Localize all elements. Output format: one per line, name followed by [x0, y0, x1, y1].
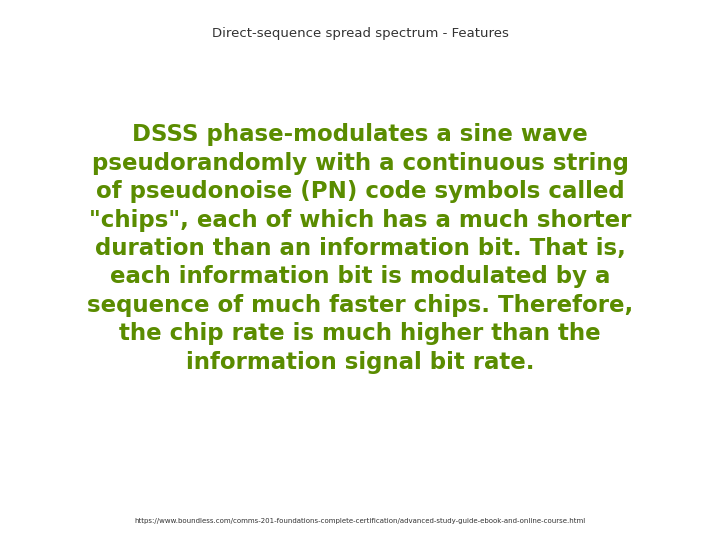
Text: DSSS phase-modulates a sine wave
pseudorandomly with a continuous string
of pseu: DSSS phase-modulates a sine wave pseudor… [87, 123, 633, 374]
Text: https://www.boundless.com/comms-201-foundations-complete-certification/advanced-: https://www.boundless.com/comms-201-foun… [135, 518, 585, 524]
Text: Direct-sequence spread spectrum - Features: Direct-sequence spread spectrum - Featur… [212, 27, 508, 40]
